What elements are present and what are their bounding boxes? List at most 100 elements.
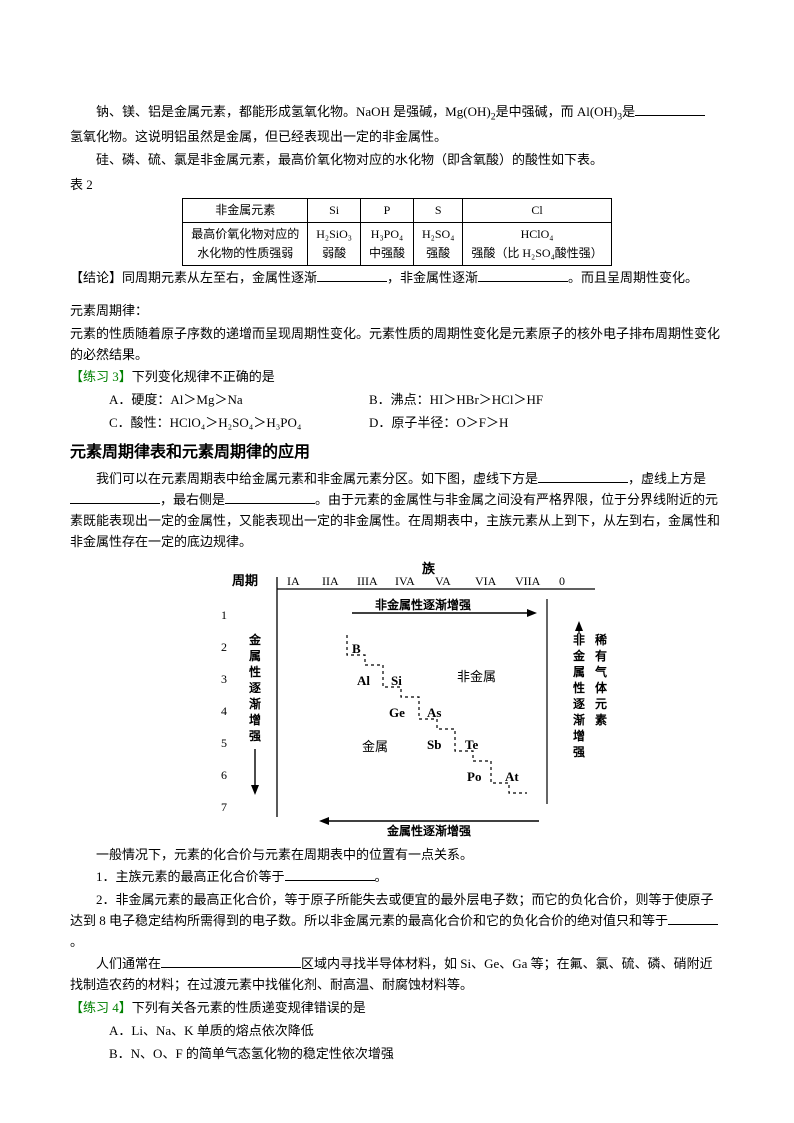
svg-text:气: 气 bbox=[594, 664, 607, 679]
topright-arrow: 非金属性逐渐增强 bbox=[352, 597, 537, 617]
conclusion-prefix: 【结论】同周期元素从左至右，金属性逐渐 bbox=[70, 270, 317, 285]
ex3-options: A．硬度：Al＞Mg＞Na B．沸点：HI＞HBr＞HCl＞HF C．酸性：HC… bbox=[109, 390, 724, 434]
svg-text:VIA: VIA bbox=[475, 574, 497, 588]
left-arrow: 金 属 性 逐 渐 增 强 bbox=[248, 632, 262, 795]
svg-text:金: 金 bbox=[572, 648, 586, 663]
svg-text:非金属: 非金属 bbox=[457, 669, 496, 684]
svg-text:As: As bbox=[427, 705, 441, 720]
periodic-diagram: 周期 族 IA IIA IIIA IVA VA VIA VIIA 0 1 2 3… bbox=[177, 559, 617, 839]
cell-p: H₃PO₄中强酸 bbox=[360, 222, 413, 265]
diag-period-label: 周期 bbox=[232, 573, 258, 588]
svg-text:IVA: IVA bbox=[395, 574, 415, 588]
blank-above bbox=[70, 490, 160, 504]
svg-text:非金属性逐渐增强: 非金属性逐渐增强 bbox=[375, 597, 471, 612]
svg-text:4: 4 bbox=[221, 704, 227, 718]
svg-text:元: 元 bbox=[595, 697, 607, 711]
conclusion-line: 【结论】同周期元素从左至右，金属性逐渐 ，非金属性逐渐 。而且呈周期性变化。 bbox=[70, 268, 724, 289]
intro-p1c: 是 bbox=[622, 104, 635, 119]
periodic-law-heading: 元素周期律： bbox=[70, 301, 724, 322]
blank-nonmetal1 bbox=[478, 268, 568, 282]
svg-text:5: 5 bbox=[221, 736, 227, 750]
blank-aloh3 bbox=[635, 102, 705, 116]
svg-text:7: 7 bbox=[221, 800, 227, 814]
svg-text:素: 素 bbox=[595, 712, 607, 727]
blank-below bbox=[538, 469, 628, 483]
blank-metal1 bbox=[317, 268, 387, 282]
valence-p3b: 。 bbox=[70, 934, 83, 949]
valence-p4a: 人们通常在 bbox=[96, 956, 161, 971]
svg-text:逐: 逐 bbox=[249, 681, 261, 695]
svg-text:性: 性 bbox=[248, 664, 261, 679]
svg-text:IIIA: IIIA bbox=[357, 574, 378, 588]
ex4-options: A．Li、Na、K 单质的熔点依次降低 B．N、O、F 的简单气态氢化物的稳定性… bbox=[109, 1021, 724, 1065]
svg-text:VA: VA bbox=[435, 574, 451, 588]
table2: 非金属元素 Si P S Cl 最高价氧化物对应的 水化物的性质强弱 H₂SiO… bbox=[182, 198, 612, 267]
th-s: S bbox=[414, 198, 463, 222]
s2-p1c: ，最右侧是 bbox=[160, 492, 225, 507]
intro-p1a: 钠、镁、铝是金属元素，都能形成氢氧化物。NaOH 是强碱，Mg(OH) bbox=[96, 104, 491, 119]
svg-text:逐: 逐 bbox=[573, 697, 585, 711]
svg-text:渐: 渐 bbox=[249, 696, 261, 711]
svg-text:Po: Po bbox=[467, 769, 481, 784]
th-cl: Cl bbox=[463, 198, 611, 222]
svg-text:渐: 渐 bbox=[573, 712, 585, 727]
ex3-C: C．酸性：HClO₄＞H₂SO₄＞H₃PO₄ bbox=[109, 413, 369, 434]
svg-text:Sb: Sb bbox=[427, 737, 441, 752]
valence-p1: 一般情况下，元素的化合价与元素在周期表中的位置有一点关系。 bbox=[70, 845, 724, 866]
svg-text:金: 金 bbox=[248, 632, 262, 647]
valence-p2a: 1．主族元素的最高正化合价等于 bbox=[96, 869, 285, 884]
ex3-stem: 下列变化规律不正确的是 bbox=[132, 369, 275, 384]
blank-valence2 bbox=[668, 911, 718, 925]
cell-s: H₂SO₄强酸 bbox=[414, 222, 463, 265]
svg-text:VIIA: VIIA bbox=[515, 574, 541, 588]
intro-p2: 氢氧化物。这说明铝虽然是金属，但已经表现出一定的非金属性。 bbox=[70, 127, 724, 148]
ex3-A: A．硬度：Al＞Mg＞Na bbox=[109, 390, 369, 411]
conclusion-suffix: 。而且呈周期性变化。 bbox=[568, 270, 698, 285]
svg-text:强: 强 bbox=[573, 745, 585, 759]
ex4-A: A．Li、Na、K 单质的熔点依次降低 bbox=[109, 1021, 724, 1042]
ex4-title: 【练习 4】 bbox=[70, 1000, 132, 1015]
bottom-arrow: 金属性逐渐增强 bbox=[319, 817, 539, 838]
row2-label: 最高价氧化物对应的 水化物的性质强弱 bbox=[183, 222, 308, 265]
ex3-title: 【练习 3】 bbox=[70, 369, 132, 384]
svg-text:有: 有 bbox=[595, 648, 607, 663]
svg-text:3: 3 bbox=[221, 672, 227, 686]
blank-right bbox=[225, 490, 315, 504]
svg-text:金属性逐渐增强: 金属性逐渐增强 bbox=[386, 823, 471, 838]
blank-region bbox=[161, 954, 301, 968]
blank-valence1 bbox=[285, 867, 375, 881]
intro-p1b: 是中强碱，而 Al(OH) bbox=[496, 104, 618, 119]
svg-text:1: 1 bbox=[221, 608, 227, 622]
th-p: P bbox=[360, 198, 413, 222]
s2-p1b: ，虚线上方是 bbox=[628, 471, 706, 486]
svg-text:增: 增 bbox=[573, 728, 585, 743]
svg-text:体: 体 bbox=[595, 680, 608, 695]
svg-text:非: 非 bbox=[573, 632, 585, 647]
ex4-line: 【练习 4】下列有关各元素的性质递变规律错误的是 bbox=[70, 998, 724, 1019]
cell-si: H₂SiO₃弱酸 bbox=[308, 222, 361, 265]
svg-text:Al: Al bbox=[357, 673, 370, 688]
table2-label: 表 2 bbox=[70, 175, 724, 196]
periodic-law-body: 元素的性质随着原子序数的递增而呈现周期性变化。元素性质的周期性变化是元素原子的核… bbox=[70, 324, 724, 366]
ex3-D: D．原子半径：O＞F＞H bbox=[369, 413, 724, 434]
svg-text:IA: IA bbox=[287, 574, 300, 588]
cell-cl: HClO₄强酸（比 H₂SO₄酸性强） bbox=[463, 222, 611, 265]
ex4-B: B．N、O、F 的简单气态氢化物的稳定性依次增强 bbox=[109, 1044, 724, 1065]
valence-p2: 1．主族元素的最高正化合价等于 。 bbox=[70, 867, 724, 888]
valence-p4: 人们通常在区域内寻找半导体材料，如 Si、Ge、Ga 等；在氟、氯、硫、磷、硝附… bbox=[70, 954, 724, 996]
svg-text:属: 属 bbox=[249, 649, 261, 663]
svg-text:增: 增 bbox=[249, 712, 261, 727]
svg-text:强: 强 bbox=[249, 729, 261, 743]
svg-text:稀: 稀 bbox=[595, 632, 607, 647]
diag-group-label: 族 bbox=[422, 561, 436, 576]
th-elem: 非金属元素 bbox=[183, 198, 308, 222]
conclusion-mid: ，非金属性逐渐 bbox=[387, 270, 478, 285]
valence-p2b: 。 bbox=[375, 869, 388, 884]
svg-text:属: 属 bbox=[573, 665, 585, 679]
intro-p1: 钠、镁、铝是金属元素，都能形成氢氧化物。NaOH 是强碱，Mg(OH)2是中强碱… bbox=[70, 102, 724, 125]
svg-text:0: 0 bbox=[559, 574, 565, 588]
s2-p1a: 我们可以在元素周期表中给金属元素和非金属元素分区。如下图，虚线下方是 bbox=[96, 471, 538, 486]
th-si: Si bbox=[308, 198, 361, 222]
valence-p3: 2．非金属元素的最高正化合价，等于原子所能失去或便宜的最外层电子数；而它的负化合… bbox=[70, 890, 724, 952]
svg-text:6: 6 bbox=[221, 768, 227, 782]
